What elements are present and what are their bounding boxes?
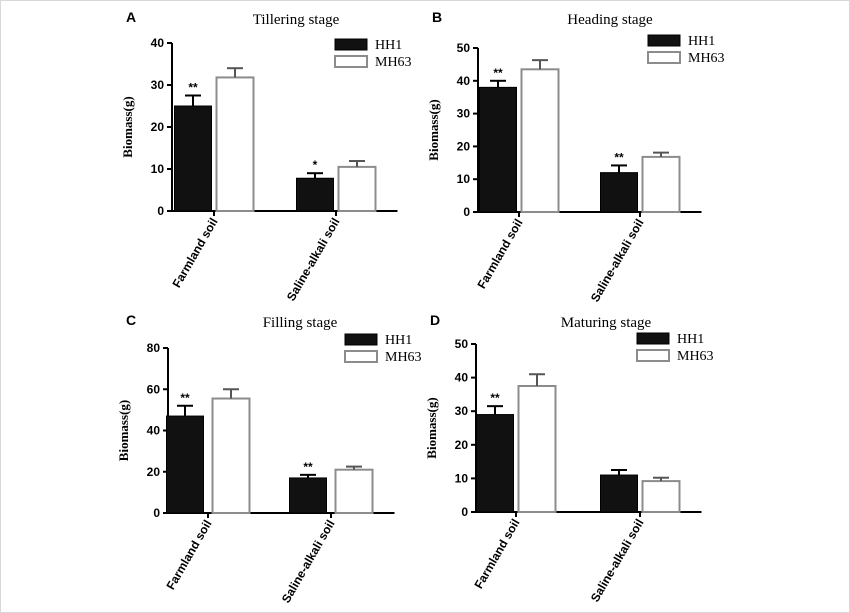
legend-swatch-mh63	[647, 51, 681, 64]
y-tick-label: 40	[455, 371, 469, 385]
y-tick-label: 0	[157, 204, 164, 218]
y-tick-label: 10	[457, 172, 471, 186]
y-tick-label: 10	[455, 471, 469, 485]
y-tick-label: 0	[463, 205, 470, 219]
bar-hh1-0	[479, 86, 517, 213]
legend-swatch-mh63	[344, 350, 378, 363]
significance-label: **	[614, 150, 624, 164]
bar-mh63-0	[517, 385, 557, 513]
chart-title: Heading stage	[567, 12, 653, 28]
legend-swatch-hh1	[334, 38, 368, 51]
legend-swatch-mh63	[334, 55, 368, 68]
legend-label-mh63: MH63	[677, 349, 714, 364]
y-tick-label: 40	[457, 74, 471, 88]
x-tick-label: Saline-alkali soil	[284, 216, 343, 304]
bar-hh1-0	[174, 105, 212, 212]
chart-title: Maturing stage	[561, 315, 652, 331]
x-tick-label: Farmland soil	[474, 217, 525, 292]
legend-label-hh1: HH1	[385, 333, 412, 348]
legend-label-mh63: MH63	[375, 55, 412, 70]
y-tick-label: 10	[151, 162, 165, 176]
chart-panel-d: D Maturing stage 0 10 20 30 40 50 Biomass(g) Farm…	[424, 312, 714, 604]
x-tick-label: Farmland soil	[169, 216, 220, 291]
bar-hh1-1	[296, 177, 334, 212]
y-tick-label: 0	[461, 505, 468, 519]
y-tick-label: 50	[457, 41, 471, 55]
chart-title: Filling stage	[263, 315, 338, 331]
panel-letter: C	[126, 312, 136, 328]
x-tick-label: Farmland soil	[471, 517, 522, 592]
legend-label-mh63: MH63	[385, 350, 422, 365]
y-tick-label: 60	[147, 382, 161, 396]
chart-title: Tillering stage	[253, 12, 340, 28]
chart-panel-c: C Filling stage 0 20 40 60 80 Biomass(g) Farmlan…	[116, 312, 422, 605]
bar-hh1-0	[166, 415, 204, 514]
panel-letter: A	[126, 9, 136, 25]
significance-label: **	[303, 460, 313, 474]
bar-mh63-1	[641, 155, 681, 213]
x-tick-label: Saline-alkali soil	[588, 217, 647, 305]
legend-label-hh1: HH1	[375, 38, 402, 53]
y-tick-label: 0	[153, 506, 160, 520]
legend-label-hh1: HH1	[677, 332, 704, 347]
panel-letter: D	[430, 312, 440, 328]
significance-label: **	[490, 391, 500, 405]
x-tick-label: Saline-alkali soil	[588, 517, 647, 605]
y-axis-label: Biomass(g)	[120, 96, 135, 157]
y-tick-label: 20	[455, 438, 469, 452]
y-tick-label: 80	[147, 341, 161, 355]
x-tick-label: Saline-alkali soil	[279, 518, 338, 606]
bar-hh1-1	[600, 172, 638, 213]
y-tick-label: 20	[151, 120, 165, 134]
y-axis-label: Biomass(g)	[424, 397, 439, 458]
significance-label: *	[313, 158, 318, 172]
y-tick-label: 30	[455, 404, 469, 418]
y-tick-label: 30	[457, 107, 471, 121]
y-axis-label: Biomass(g)	[116, 400, 131, 461]
bar-mh63-0	[215, 76, 255, 212]
y-tick-label: 40	[151, 36, 165, 50]
bar-hh1-1	[289, 477, 327, 514]
significance-label: **	[188, 81, 198, 95]
bar-mh63-0	[520, 68, 560, 213]
y-tick-label: 20	[147, 465, 161, 479]
bar-hh1-1	[600, 474, 638, 513]
significance-label: **	[493, 66, 503, 80]
bar-hh1-0	[476, 414, 514, 513]
legend-swatch-hh1	[647, 34, 681, 47]
y-tick-label: 50	[455, 337, 469, 351]
y-axis-label: Biomass(g)	[426, 99, 441, 160]
panel-letter: B	[432, 9, 442, 25]
x-tick-label: Farmland soil	[163, 518, 214, 593]
y-tick-label: 30	[151, 78, 165, 92]
bar-mh63-1	[337, 165, 377, 212]
y-tick-label: 40	[147, 424, 161, 438]
bar-mh63-0	[211, 397, 251, 514]
legend-swatch-hh1	[636, 332, 670, 345]
legend-swatch-mh63	[636, 349, 670, 362]
legend-label-hh1: HH1	[688, 34, 715, 49]
significance-label: **	[180, 391, 190, 405]
legend-swatch-hh1	[344, 333, 378, 346]
y-tick-label: 20	[457, 139, 471, 153]
bar-mh63-1	[334, 468, 374, 514]
bar-mh63-1	[641, 480, 681, 514]
chart-panel-b: B Heading stage 0 10 20 30 40 50 Biomass(g) Farml…	[426, 9, 725, 304]
chart-panel-a: A Tillering stage 0 10 20 30 40 Biomass(g) Farml…	[120, 9, 412, 303]
legend-label-mh63: MH63	[688, 51, 725, 66]
